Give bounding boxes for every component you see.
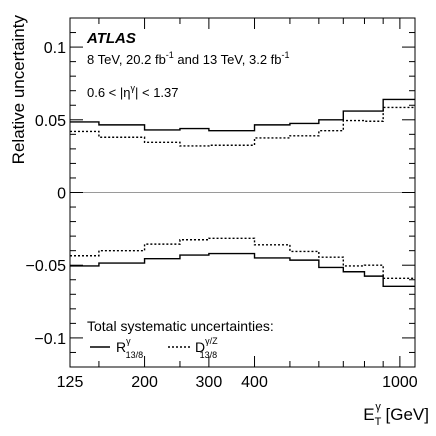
x-axis-title-unit: [GeV]	[381, 405, 429, 424]
series-0-up-line	[70, 98, 415, 132]
x-axis-title-symbol: E	[363, 405, 374, 424]
legend-entry-ratio: Rγ 13/8	[116, 336, 143, 360]
y-axis-ticks: 0.1 0.05 0 −0.05 −0.1	[26, 17, 415, 368]
series-1-up-line	[70, 106, 415, 147]
x-axis-ticks: 125 200 300 400 1000	[57, 18, 418, 391]
legend: Total systematic uncertainties: Rγ 13/8 D…	[87, 318, 274, 360]
y-tick-label: −0.1	[34, 331, 66, 348]
series-1-down-line	[70, 237, 415, 279]
x-tick-label: 200	[131, 374, 158, 391]
x-axis-title: ETγ [GeV]	[363, 401, 429, 428]
x-tick-label: 1000	[382, 374, 418, 391]
series-layer	[70, 98, 415, 287]
y-tick-label: 0	[57, 186, 66, 203]
eta-range-label: 0.6 < |ηγ| < 1.37	[87, 83, 179, 100]
y-axis-title: Relative uncertainty	[9, 15, 28, 165]
x-tick-label: 300	[196, 374, 223, 391]
y-tick-label: 0.05	[35, 113, 66, 130]
legend-title: Total systematic uncertainties:	[87, 318, 274, 334]
plot-content	[70, 98, 415, 287]
x-axis-title-superscript: γ	[375, 401, 381, 413]
experiment-label: ATLAS	[86, 30, 136, 47]
x-tick-label: 125	[57, 374, 84, 391]
y-tick-label: 0.1	[44, 40, 66, 57]
y-tick-label: −0.05	[26, 258, 67, 275]
legend-entry-double-ratio: Dγ/Z 13/8	[195, 336, 218, 360]
series-0-down-line	[70, 252, 415, 287]
luminosity-label: 8 TeV, 20.2 fb-1 and 13 TeV, 3.2 fb-1	[87, 50, 290, 67]
x-tick-label: 400	[241, 374, 268, 391]
x-axis-title-subscript: T	[375, 416, 382, 428]
